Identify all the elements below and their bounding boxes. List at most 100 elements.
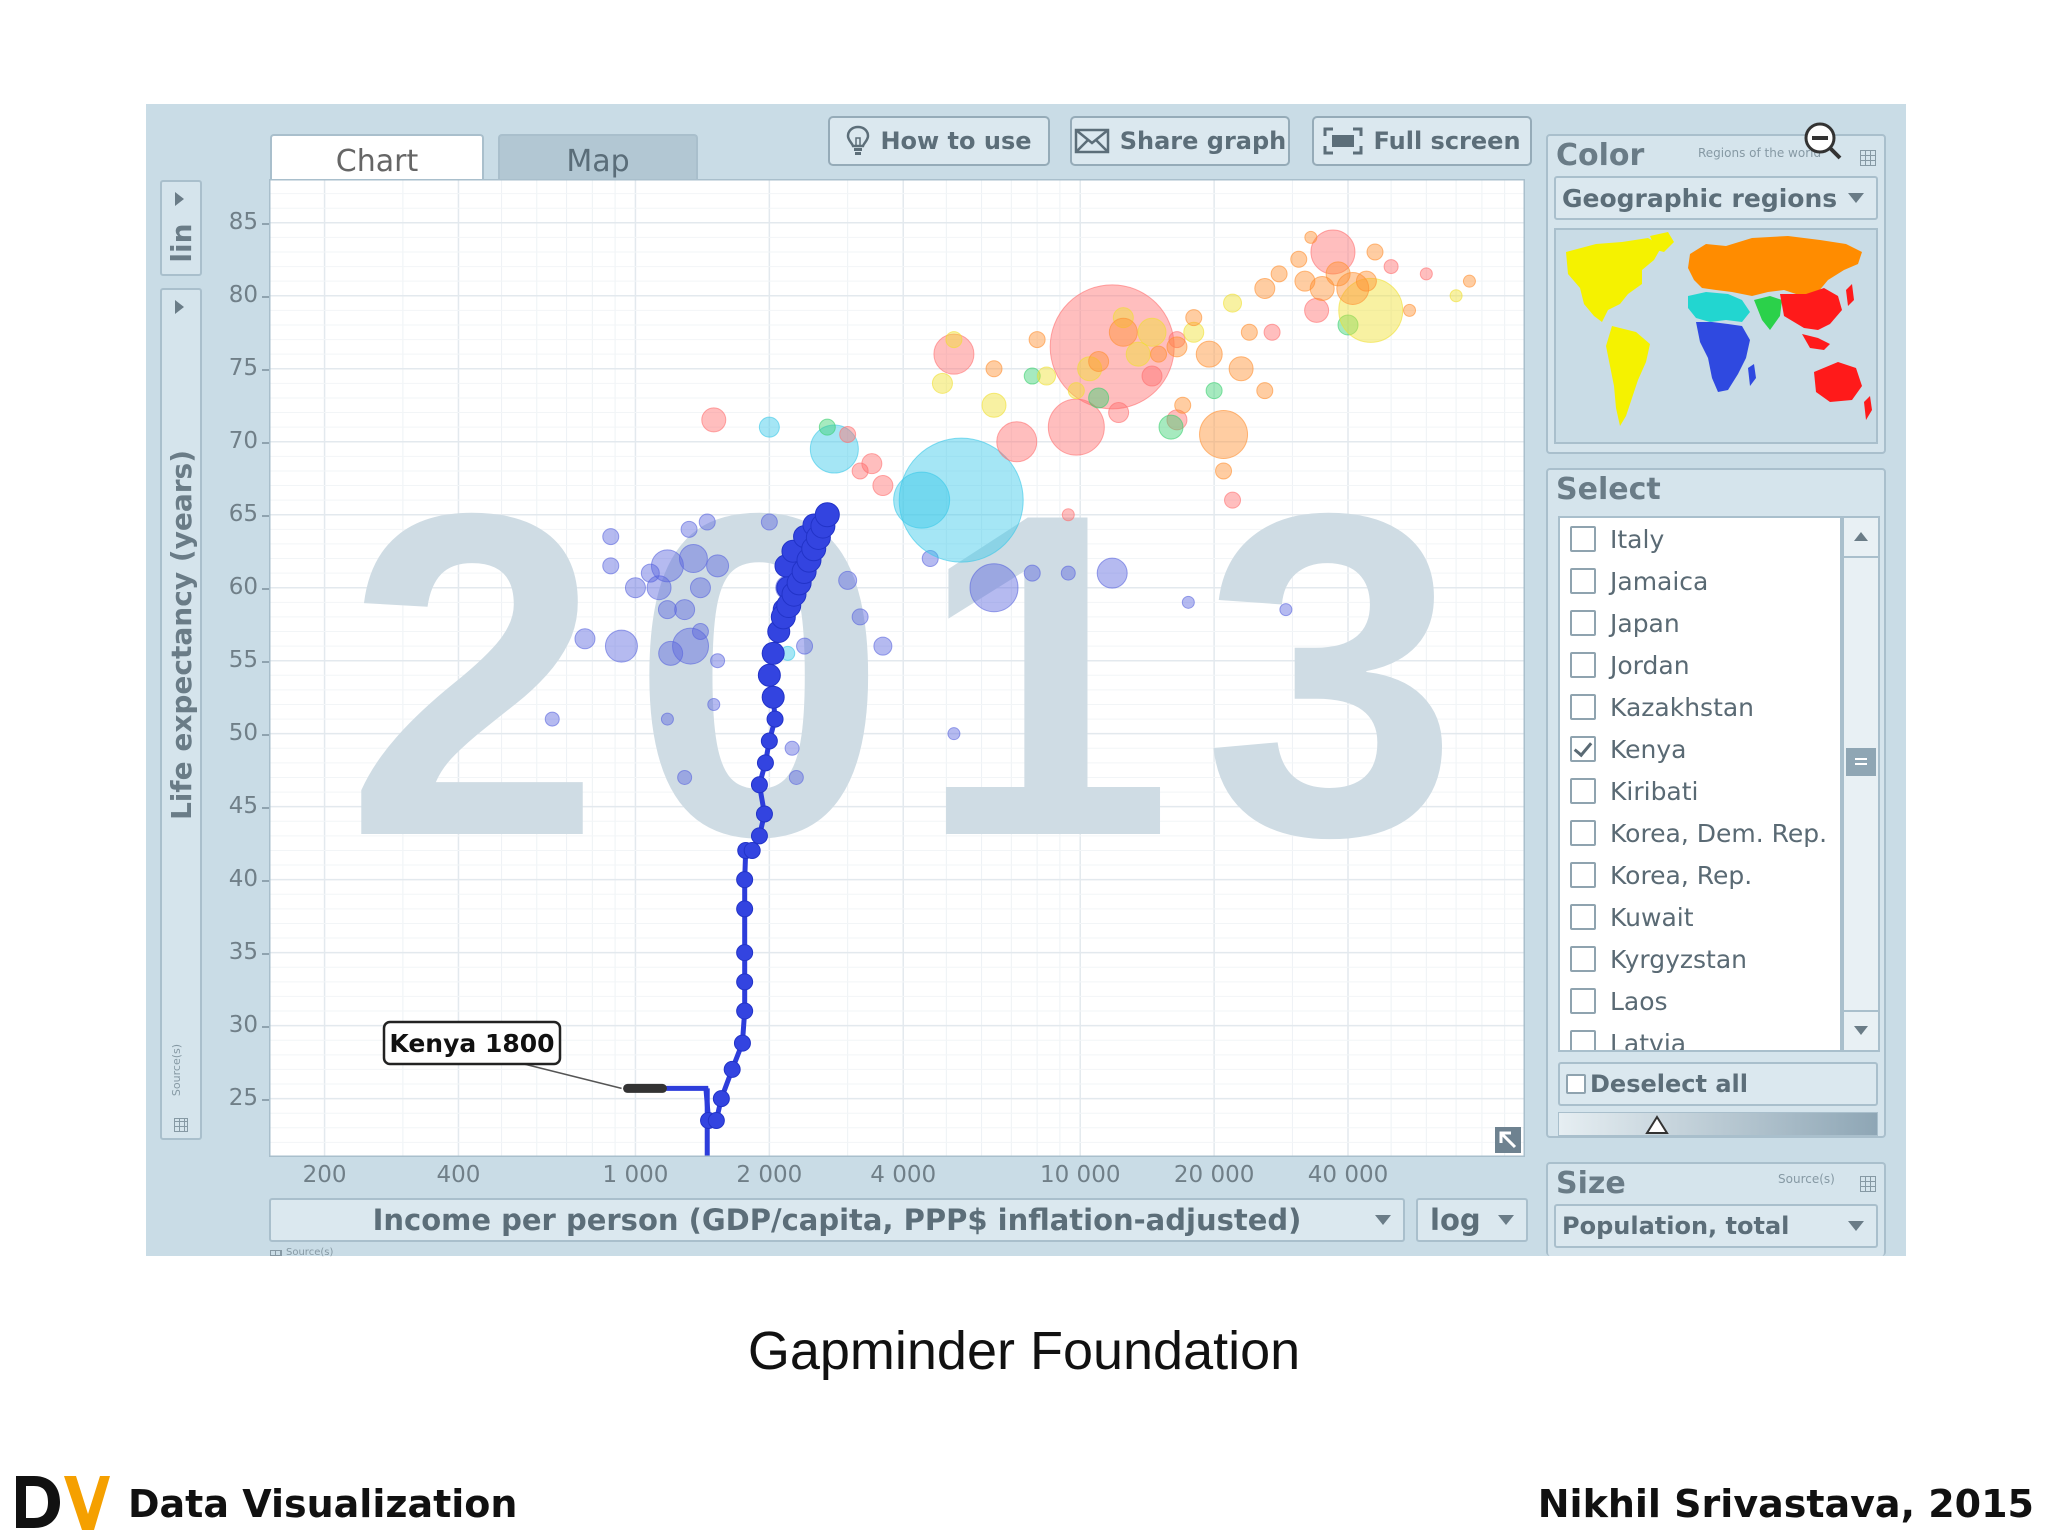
country-checkbox[interactable]: [1570, 1030, 1596, 1050]
scroll-thumb[interactable]: [1846, 748, 1876, 776]
country-checkbox[interactable]: [1570, 568, 1596, 594]
zoom-out-icon[interactable]: [1802, 120, 1844, 162]
scroll-up-button[interactable]: [1844, 518, 1878, 558]
country-bubble: [640, 563, 660, 583]
country-list[interactable]: Italy Jamaica Japan Jordan Kazakhstan Kenya Ki…: [1558, 516, 1842, 1052]
x-tick-label: 1 000: [602, 1162, 669, 1188]
kenya-trail-point: [707, 1112, 725, 1130]
color-options-grid-icon[interactable]: [1860, 150, 1876, 166]
chevron-down-icon: [1854, 1026, 1868, 1035]
how-to-use-button[interactable]: How to use: [828, 116, 1050, 166]
full-screen-button[interactable]: Full screen: [1312, 116, 1532, 166]
color-indicator-label: Geographic regions: [1562, 183, 1838, 213]
country-item[interactable]: Kyrgyzstan: [1560, 938, 1840, 980]
y-source-label[interactable]: Source(s): [170, 1043, 183, 1097]
deselect-all-button[interactable]: Deselect all: [1558, 1062, 1878, 1106]
scroll-down-button[interactable]: [1844, 1010, 1878, 1050]
country-bubble: [1309, 275, 1335, 301]
country-bubble: [1183, 321, 1205, 343]
annotation-box: [382, 1020, 562, 1066]
opacity-slider[interactable]: [1558, 1112, 1878, 1136]
country-item[interactable]: Latvia: [1560, 1022, 1840, 1050]
y-tick-label: 35: [228, 938, 258, 965]
y-scale-label: lin: [165, 223, 198, 263]
y-tick-mark: [262, 222, 269, 225]
y-indicator-selector[interactable]: Life expectancy (years) Source(s): [160, 288, 202, 1140]
gapminder-app: Chart Map How to use Share graph Full sc…: [146, 104, 1906, 1258]
country-item[interactable]: Kazakhstan: [1560, 686, 1840, 728]
country-item[interactable]: Italy: [1560, 518, 1840, 560]
country-item[interactable]: Kiribati: [1560, 770, 1840, 812]
kenya-trail-point: [814, 502, 840, 528]
expand-arrow: [1499, 1131, 1517, 1149]
country-bubble: [604, 629, 638, 663]
country-bubble: [1279, 603, 1293, 617]
size-indicator-selector[interactable]: Population, total: [1554, 1204, 1878, 1248]
country-list-scrollbar[interactable]: [1842, 516, 1880, 1052]
tab-chart[interactable]: Chart: [270, 134, 484, 182]
country-item[interactable]: Kuwait: [1560, 896, 1840, 938]
slider-handle-icon[interactable]: [1645, 1115, 1669, 1135]
country-bubble: [796, 637, 814, 655]
x-tick-label: 400: [436, 1162, 481, 1188]
bubble-chart[interactable]: 2013 Kenya 1800: [269, 179, 1525, 1157]
country-bubble: [861, 453, 883, 475]
country-checkbox[interactable]: [1570, 820, 1596, 846]
kenya-trail-point: [755, 805, 773, 823]
color-indicator-selector[interactable]: Geographic regions: [1554, 176, 1878, 220]
tab-map[interactable]: Map: [498, 134, 698, 182]
x-tick-label: 2 000: [736, 1162, 803, 1188]
country-checkbox[interactable]: [1570, 610, 1596, 636]
country-checkbox[interactable]: [1570, 652, 1596, 678]
country-checkbox[interactable]: [1570, 778, 1596, 804]
country-checkbox[interactable]: [1570, 694, 1596, 720]
kenya-trail-point: [736, 900, 754, 918]
x-source-label[interactable]: Source(s): [286, 1247, 334, 1258]
country-bubble: [1419, 267, 1433, 281]
country-item[interactable]: Korea, Dem. Rep.: [1560, 812, 1840, 854]
country-item[interactable]: Korea, Rep.: [1560, 854, 1840, 896]
country-bubble: [1088, 350, 1110, 372]
country-checkbox[interactable]: [1570, 988, 1596, 1014]
country-bubble: [1195, 340, 1223, 368]
country-checkbox[interactable]: [1570, 526, 1596, 552]
country-bubble: [1108, 402, 1130, 424]
y-tick-label: 80: [228, 281, 258, 308]
country-item[interactable]: Japan: [1560, 602, 1840, 644]
country-item[interactable]: Jamaica: [1560, 560, 1840, 602]
country-item[interactable]: Jordan: [1560, 644, 1840, 686]
size-options-grid-icon[interactable]: [1860, 1176, 1876, 1192]
country-bubble: [851, 608, 869, 626]
y-source-grid-icon[interactable]: [174, 1118, 188, 1132]
x-scale-selector[interactable]: log: [1416, 1198, 1528, 1242]
country-item[interactable]: Kenya: [1560, 728, 1840, 770]
country-bubble: [933, 333, 975, 375]
size-panel-title: Size: [1556, 1166, 1626, 1201]
x-indicator-selector[interactable]: Income per person (GDP/capita, PPP$ infl…: [269, 1198, 1405, 1242]
y-scale-selector[interactable]: lin: [160, 180, 202, 276]
deselect-all-checkbox[interactable]: [1566, 1074, 1586, 1094]
y-tick-mark: [262, 1098, 269, 1101]
x-tick-label: 4 000: [870, 1162, 937, 1188]
region-color-map[interactable]: [1554, 228, 1878, 444]
country-bubble: [706, 554, 730, 578]
y-tick-label: 55: [228, 646, 258, 673]
y-scale-arrow-icon: [175, 192, 184, 206]
country-bubble: [898, 437, 1024, 563]
chart-plot-area[interactable]: 2013 Kenya 1800: [269, 179, 1525, 1157]
country-checkbox[interactable]: [1570, 946, 1596, 972]
country-checkbox[interactable]: [1570, 904, 1596, 930]
x-indicator-label: Income per person (GDP/capita, PPP$ infl…: [372, 1203, 1302, 1237]
size-source-label[interactable]: Source(s): [1778, 1172, 1835, 1186]
x-source-grid-icon[interactable]: [270, 1250, 282, 1256]
x-scale-label: log: [1430, 1203, 1481, 1237]
kenya-trail-point: [733, 1034, 751, 1052]
share-graph-button[interactable]: Share graph: [1070, 116, 1290, 166]
country-checkbox[interactable]: [1570, 736, 1596, 762]
country-bubble: [839, 425, 857, 443]
world-map-legend[interactable]: [1556, 230, 1876, 442]
country-checkbox[interactable]: [1570, 862, 1596, 888]
country-bubble: [1168, 331, 1186, 349]
country-item[interactable]: Laos: [1560, 980, 1840, 1022]
y-tick-label: 65: [228, 500, 258, 527]
